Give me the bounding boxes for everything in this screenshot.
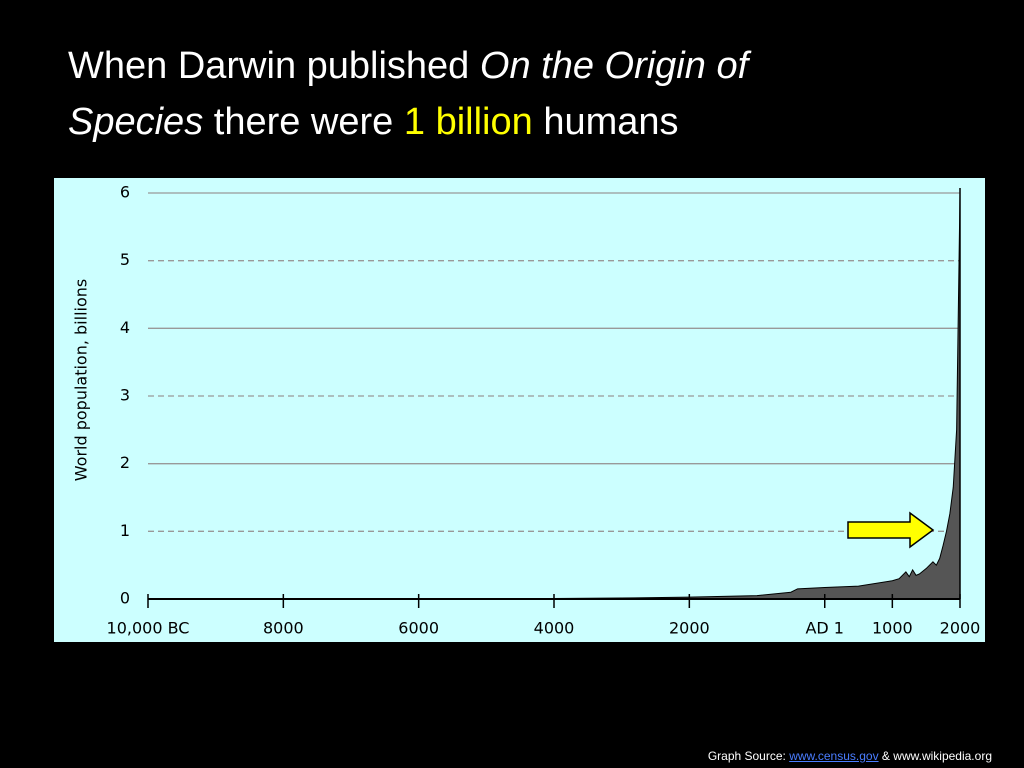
y-tick-label: 6	[120, 183, 130, 202]
y-tick-label: 5	[120, 250, 130, 269]
y-tick-label: 4	[120, 318, 130, 337]
x-tick-label: 1000	[872, 619, 913, 638]
source-joiner: &	[881, 749, 890, 763]
title-text: When Darwin published	[68, 45, 470, 87]
x-tick-label: 10,000 BC	[107, 619, 190, 638]
title-text: there were	[213, 101, 394, 143]
title-text: humans	[543, 101, 679, 143]
x-tick-label: 4000	[534, 619, 575, 638]
y-axis-label: World population, billions	[72, 279, 91, 481]
x-tick-label: 6000	[398, 619, 439, 638]
source-other: www.wikipedia.org	[893, 749, 992, 763]
source-label: Graph Source:	[707, 749, 786, 763]
x-tick-label: AD 1	[805, 619, 844, 638]
y-tick-label: 1	[120, 521, 130, 540]
source-note: Graph Source: www.census.gov & www.wikip…	[708, 749, 992, 763]
annotation-arrow	[847, 511, 935, 549]
y-tick-label: 3	[120, 386, 130, 405]
title-highlight: 1 billion	[403, 101, 533, 143]
title-line: Species there were 1 billion humans	[68, 94, 748, 150]
source-link[interactable]: www.census.gov	[789, 749, 879, 763]
x-tick-label: 8000	[263, 619, 304, 638]
title-book: On the Origin of	[479, 45, 749, 87]
x-tick-label: 2000	[940, 619, 981, 638]
title-book: Species	[68, 101, 204, 143]
plot-background	[54, 178, 985, 642]
slide-title: When Darwin published On the Origin of S…	[68, 38, 748, 150]
x-tick-label: 2000	[669, 619, 710, 638]
y-tick-label: 0	[120, 589, 130, 608]
title-line: When Darwin published On the Origin of	[68, 38, 748, 94]
y-tick-label: 2	[120, 453, 130, 472]
